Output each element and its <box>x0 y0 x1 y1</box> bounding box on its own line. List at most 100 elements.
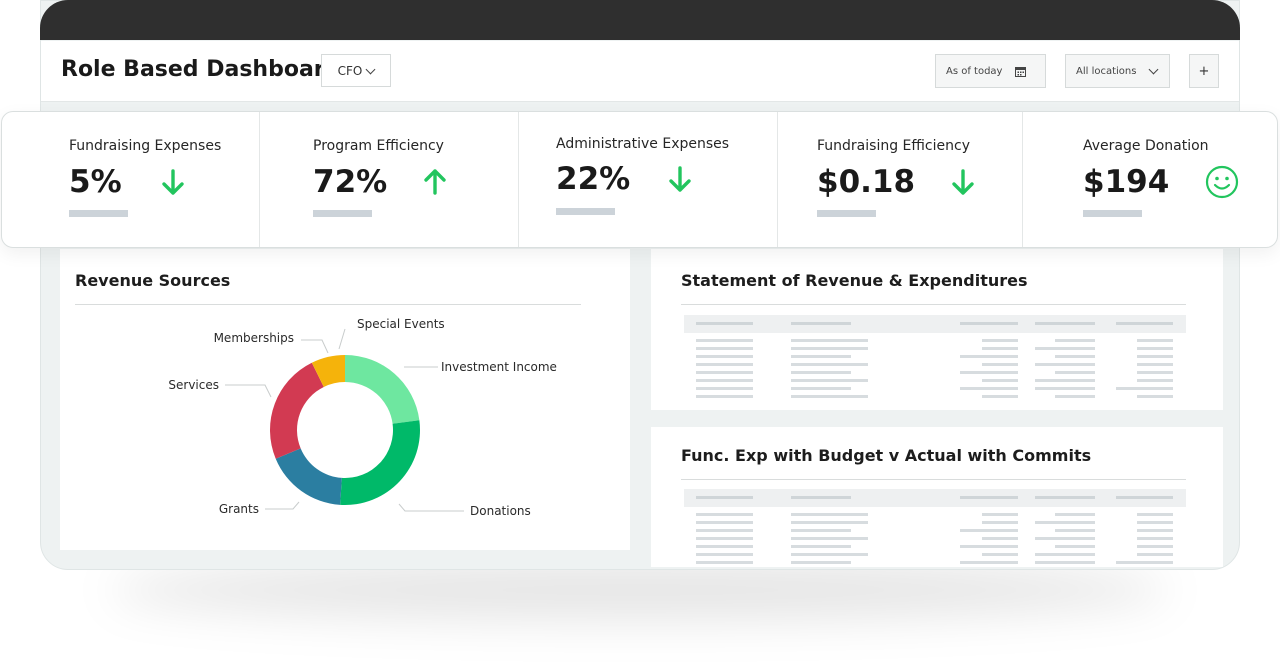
donut-slice[interactable] <box>345 355 420 424</box>
placeholder-line <box>791 553 868 556</box>
date-filter[interactable]: As of today <box>935 54 1046 88</box>
kpi-card[interactable]: Fundraising Efficiency $0.18 <box>778 112 1023 247</box>
placeholder-line <box>960 545 1018 548</box>
placeholder-line <box>696 339 753 342</box>
placeholder-line <box>791 521 868 524</box>
location-filter-label: All locations <box>1076 65 1137 77</box>
panel-title: Revenue Sources <box>75 271 231 290</box>
panel-title: Statement of Revenue & Expenditures <box>681 271 1028 290</box>
placeholder-line <box>696 496 753 499</box>
slice-label: Memberships <box>214 331 294 345</box>
placeholder-line <box>1137 545 1173 548</box>
kpi-placeholder-bar <box>313 210 372 217</box>
placeholder-line <box>1137 537 1173 540</box>
placeholder-line <box>1137 395 1173 398</box>
leader-line <box>225 384 272 398</box>
kpi-value: 5% <box>69 164 122 200</box>
placeholder-line <box>696 355 753 358</box>
placeholder-line <box>696 347 753 350</box>
arrow-down-icon <box>669 166 691 192</box>
placeholder-line <box>982 513 1018 516</box>
device-top-bezel <box>40 0 1240 40</box>
placeholder-line <box>960 355 1018 358</box>
placeholder-line <box>1116 496 1173 499</box>
kpi-value: $0.18 <box>817 164 916 200</box>
placeholder-line <box>1055 529 1095 532</box>
kpi-placeholder-bar <box>69 210 128 217</box>
slice-label: Services <box>168 378 219 392</box>
placeholder-line <box>1137 529 1173 532</box>
donut-slice[interactable] <box>270 362 324 459</box>
placeholder-line <box>1137 521 1173 524</box>
placeholder-line <box>791 545 851 548</box>
placeholder-line <box>1035 521 1095 524</box>
placeholder-line <box>696 553 753 556</box>
kpi-card[interactable]: Administrative Expenses 22% <box>519 112 778 247</box>
placeholder-line <box>791 513 868 516</box>
placeholder-line <box>791 537 868 540</box>
placeholder-line <box>1116 387 1173 390</box>
placeholder-line <box>1137 363 1173 366</box>
kpi-value: 22% <box>556 161 631 197</box>
placeholder-line <box>1137 347 1173 350</box>
divider <box>75 304 581 305</box>
placeholder-line <box>982 339 1018 342</box>
placeholder-line <box>982 553 1018 556</box>
kpi-label: Program Efficiency <box>313 138 444 154</box>
placeholder-line <box>1035 496 1095 499</box>
header-bar: Role Based Dashboard CFO As of today All… <box>41 41 1239 102</box>
placeholder-line <box>1035 363 1095 366</box>
leader-line <box>301 339 329 354</box>
placeholder-line <box>696 537 753 540</box>
donut-slice[interactable] <box>340 420 420 505</box>
kpi-value: $194 <box>1083 164 1170 200</box>
placeholder-line <box>791 561 851 564</box>
add-widget-button[interactable]: + <box>1189 54 1219 88</box>
calendar-icon <box>1015 66 1027 77</box>
placeholder-line <box>960 561 1018 564</box>
revenue-donut-chart: Investment Income Donations Grants Services… <box>168 317 557 518</box>
kpi-label: Fundraising Expenses <box>69 138 222 154</box>
kpi-card[interactable]: Average Donation $194 <box>1023 112 1277 247</box>
role-select[interactable]: CFO <box>321 54 391 87</box>
slice-label: Investment Income <box>441 360 557 374</box>
location-filter[interactable]: All locations <box>1065 54 1170 88</box>
panel-title: Func. Exp with Budget v Actual with Comm… <box>681 446 1092 465</box>
placeholder-line <box>791 395 868 398</box>
placeholder-line <box>1055 355 1095 358</box>
role-select-label: CFO <box>337 63 363 78</box>
donut-slice[interactable] <box>275 448 342 505</box>
placeholder-line <box>960 322 1018 325</box>
table-header-placeholder <box>684 315 1186 333</box>
kpi-card[interactable]: Program Efficiency 72% <box>260 112 519 247</box>
placeholder-line <box>791 355 851 358</box>
placeholder-line <box>1137 553 1173 556</box>
kpi-strip: Fundraising Expenses 5% Program Efficien… <box>1 111 1278 248</box>
placeholder-line <box>696 379 753 382</box>
placeholder-line <box>982 379 1018 382</box>
date-filter-label: As of today <box>946 65 1003 77</box>
placeholder-line <box>791 529 851 532</box>
kpi-card[interactable]: Fundraising Expenses 5% <box>2 112 260 247</box>
placeholder-line <box>696 521 753 524</box>
placeholder-line <box>1137 513 1173 516</box>
kpi-label: Fundraising Efficiency <box>817 138 970 154</box>
device-shadow <box>110 560 1170 620</box>
placeholder-line <box>791 339 868 342</box>
revenue-sources-panel: Revenue Sources Investment Income Donatio… <box>60 249 630 550</box>
placeholder-line <box>960 387 1018 390</box>
donut-slice[interactable] <box>311 355 345 387</box>
placeholder-line <box>696 529 753 532</box>
leader-line <box>398 503 464 512</box>
placeholder-line <box>791 347 868 350</box>
placeholder-line <box>1055 339 1095 342</box>
placeholder-line <box>1137 339 1173 342</box>
leader-line <box>338 328 346 350</box>
chevron-down-icon <box>365 64 376 74</box>
placeholder-line <box>982 537 1018 540</box>
placeholder-line <box>982 363 1018 366</box>
placeholder-line <box>1035 322 1095 325</box>
placeholder-line <box>982 347 1018 350</box>
placeholder-line <box>696 387 753 390</box>
statement-panel: Statement of Revenue & Expenditures <box>651 249 1223 410</box>
